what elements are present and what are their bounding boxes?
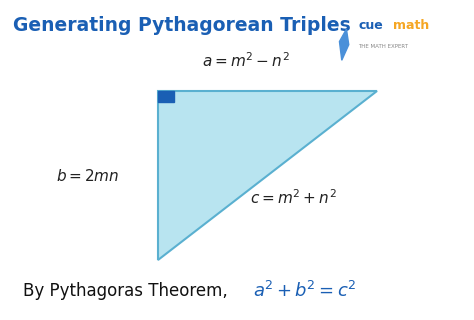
Polygon shape [339, 29, 349, 60]
Text: $b = 2mn$: $b = 2mn$ [56, 168, 119, 184]
Text: By Pythagoras Theorem,: By Pythagoras Theorem, [23, 282, 238, 300]
Text: $c = m^2 + n^2$: $c = m^2 + n^2$ [249, 188, 336, 207]
Text: $\mathbf{\mathit{a}}^2 + \mathbf{\mathit{b}}^2 = \mathbf{\mathit{c}}^2$: $\mathbf{\mathit{a}}^2 + \mathbf{\mathit… [253, 281, 356, 301]
Text: THE MATH EXPERT: THE MATH EXPERT [358, 44, 408, 49]
Text: math: math [393, 20, 429, 33]
Text: $a = m^2 - n^2$: $a = m^2 - n^2$ [202, 51, 290, 70]
Polygon shape [158, 92, 377, 260]
Text: Generating Pythagorean Triples: Generating Pythagorean Triples [13, 17, 351, 36]
Text: cue: cue [358, 20, 383, 33]
Bar [158, 92, 174, 102]
